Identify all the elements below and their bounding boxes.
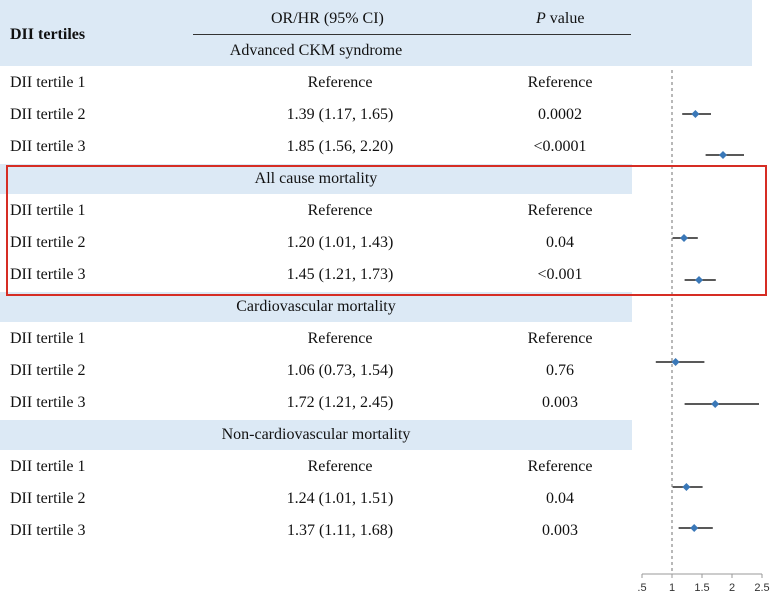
row-label: DII tertile 3	[10, 138, 86, 155]
row-p-value: Reference	[527, 202, 593, 219]
row-estimate: Reference	[307, 330, 373, 347]
x-tick-label: 2	[729, 582, 735, 594]
row-label: DII tertile 3	[10, 394, 86, 411]
row-p-value: 0.04	[546, 234, 574, 251]
row-p-value: 0.003	[542, 394, 578, 411]
row-label: DII tertile 2	[10, 106, 86, 123]
highlight-box	[6, 165, 767, 296]
row-label: DII tertile 3	[10, 522, 86, 539]
row-label: DII tertile 1	[10, 202, 86, 219]
row-estimate: 1.45 (1.21, 1.73)	[286, 266, 394, 283]
row-p-value: <0.001	[537, 266, 583, 283]
row-p-value: <0.0001	[533, 138, 587, 155]
row-p-value: Reference	[527, 458, 593, 475]
estimate-point	[682, 483, 691, 491]
estimate-point	[695, 276, 703, 284]
row-label: DII tertile 2	[10, 490, 86, 507]
section-title: Non-cardiovascular mortality	[221, 426, 411, 443]
section-title: Advanced CKM syndrome	[229, 42, 403, 59]
row-p-value: 0.76	[546, 362, 574, 379]
section-band	[0, 292, 632, 322]
x-tick-label: 2.5	[754, 582, 769, 594]
section-title: Cardiovascular mortality	[236, 298, 396, 315]
section-band	[0, 420, 632, 450]
row-estimate: Reference	[307, 202, 373, 219]
table-header-background	[0, 0, 752, 66]
row-p-value: 0.003	[542, 522, 578, 539]
estimate-point	[691, 110, 700, 118]
row-label-header: DII tertiles	[10, 26, 86, 43]
row-estimate: 1.24 (1.01, 1.51)	[286, 490, 394, 507]
x-tick-label: 1	[669, 582, 675, 594]
row-estimate: 1.06 (0.73, 1.54)	[286, 362, 394, 379]
estimate-point	[711, 400, 720, 408]
row-p-value: Reference	[527, 74, 593, 91]
row-label: DII tertile 2	[10, 362, 86, 379]
header-divider	[193, 34, 631, 35]
row-p-value: 0.04	[546, 490, 574, 507]
row-label: DII tertile 1	[10, 74, 86, 91]
row-label: DII tertile 3	[10, 266, 86, 283]
section-band	[0, 164, 632, 194]
p-value-header-text: value	[545, 10, 585, 27]
row-label: DII tertile 1	[10, 458, 86, 475]
estimate-point	[690, 524, 699, 532]
row-p-value: Reference	[527, 330, 593, 347]
estimate-header: OR/HR (95% CI)	[271, 10, 384, 27]
row-label: DII tertile 2	[10, 234, 86, 251]
p-value-header: P value	[536, 9, 584, 29]
x-tick-label: 1.5	[694, 582, 709, 594]
estimate-point	[719, 151, 727, 159]
section-title: All cause mortality	[254, 170, 378, 187]
row-estimate: 1.72 (1.21, 2.45)	[286, 394, 394, 411]
estimate-point	[680, 234, 688, 242]
estimate-point	[671, 358, 680, 366]
p-value-header-symbol: P	[536, 10, 546, 27]
row-estimate: 1.37 (1.11, 1.68)	[286, 522, 394, 539]
row-estimate: Reference	[307, 74, 373, 91]
row-p-value: 0.0002	[538, 106, 582, 123]
x-tick-label: .5	[637, 582, 646, 594]
row-estimate: 1.20 (1.01, 1.43)	[286, 234, 394, 251]
row-estimate: 1.39 (1.17, 1.65)	[286, 106, 394, 123]
row-estimate: Reference	[307, 458, 373, 475]
row-estimate: 1.85 (1.56, 2.20)	[286, 138, 394, 155]
row-label: DII tertile 1	[10, 330, 86, 347]
